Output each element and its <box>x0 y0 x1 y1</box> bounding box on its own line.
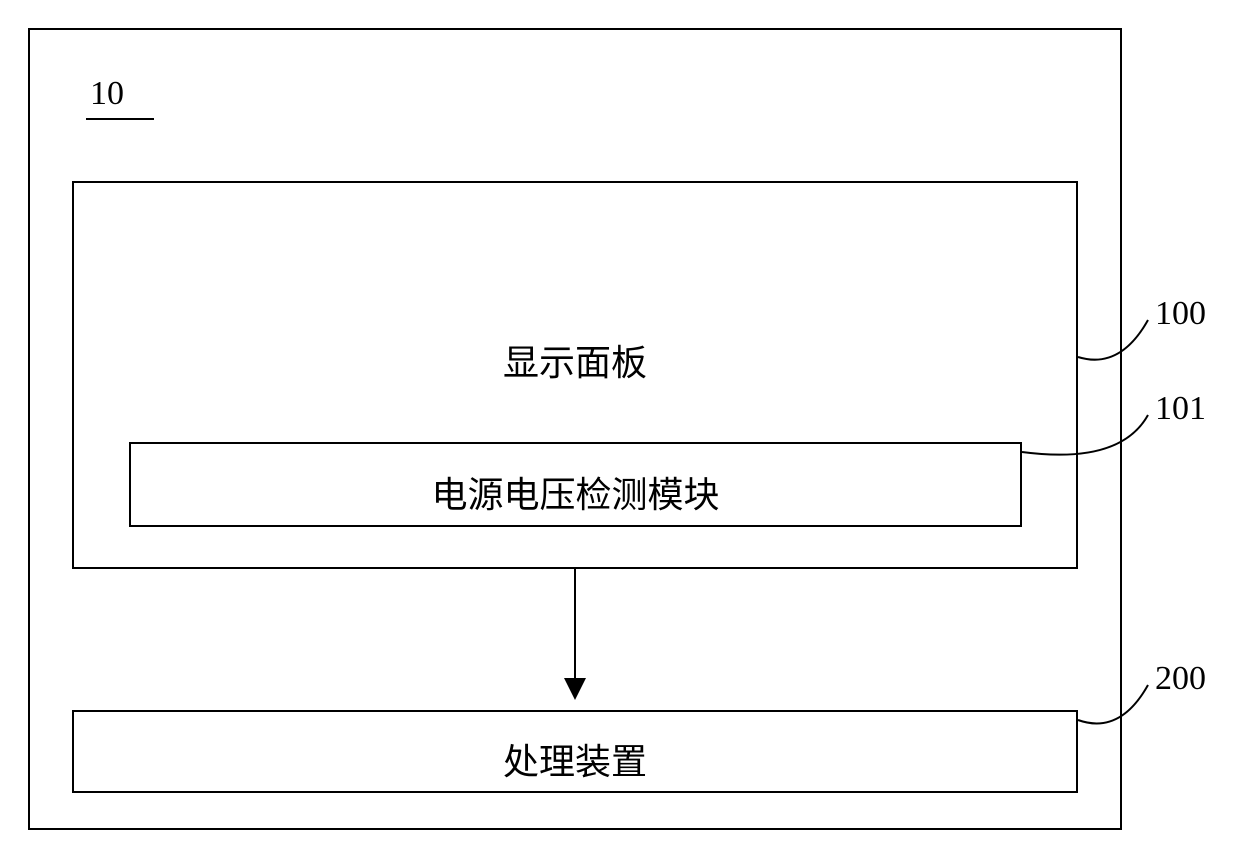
ref-label-200: 200 <box>1155 660 1206 698</box>
voltage-detection-module-box: 电源电压检测模块 <box>129 442 1022 527</box>
arrow-head-icon <box>564 678 586 700</box>
pointer-curve-100 <box>1074 316 1152 374</box>
processing-device-title: 处理装置 <box>74 733 1076 785</box>
pointer-curve-200 <box>1074 681 1152 739</box>
arrow-line <box>574 569 576 678</box>
pointer-curve-101 <box>1018 411 1152 469</box>
voltage-detection-module-title: 电源电压检测模块 <box>131 466 1020 518</box>
ref-label-10: 10 <box>90 75 124 113</box>
ref-label-100: 100 <box>1155 295 1206 333</box>
processing-device-box: 处理装置 <box>72 710 1078 793</box>
ref-label-10-underline <box>86 118 154 120</box>
display-panel-title: 显示面板 <box>74 334 1076 386</box>
diagram-root: 10 显示面板 100 电源电压检测模块 101 处理装置 200 <box>0 0 1240 844</box>
ref-label-101: 101 <box>1155 390 1206 428</box>
